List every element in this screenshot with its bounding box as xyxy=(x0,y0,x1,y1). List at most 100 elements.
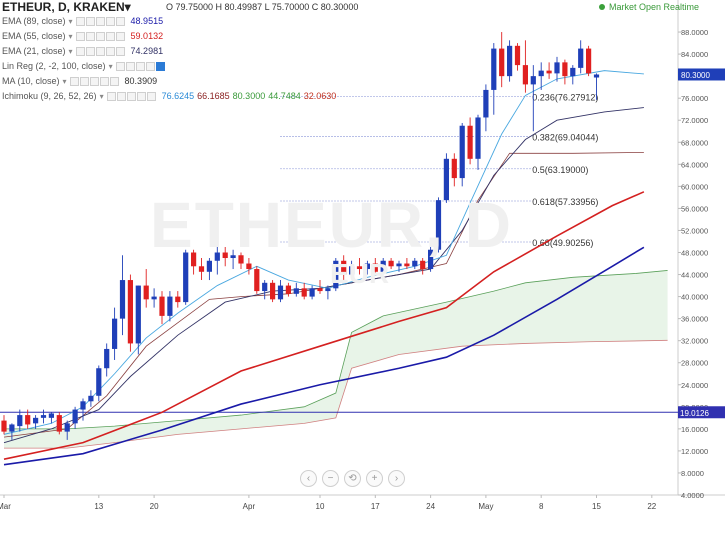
settings-icon[interactable] xyxy=(125,61,135,71)
candle-body xyxy=(17,415,23,427)
zoom-out-button[interactable]: − xyxy=(322,470,339,487)
indicator-row[interactable]: MA (10, close) ▾ 80.3909 xyxy=(2,74,160,88)
chevron-down-icon[interactable]: ▾ xyxy=(68,16,73,26)
more-icon[interactable] xyxy=(99,76,109,86)
candle-body xyxy=(554,62,560,74)
more-icon[interactable] xyxy=(145,61,155,71)
indicator-name: EMA (89, close) xyxy=(2,16,66,26)
eye-icon[interactable] xyxy=(106,91,116,101)
candle-body xyxy=(333,260,339,289)
candle-body xyxy=(230,255,236,259)
scroll-left-button[interactable]: ‹ xyxy=(300,470,317,487)
chevron-down-icon[interactable]: ▾ xyxy=(124,0,131,14)
settings-icon[interactable] xyxy=(79,76,89,86)
candle xyxy=(56,412,62,435)
support-label: 19.0126 xyxy=(680,409,709,418)
candle xyxy=(309,285,315,300)
indicator-row[interactable]: EMA (55, close) ▾ 59.0132 xyxy=(2,29,166,43)
candle xyxy=(372,258,378,275)
y-tick-label: 44.0000 xyxy=(681,271,708,280)
chevron-down-icon[interactable]: ▾ xyxy=(68,46,73,56)
candle-body xyxy=(349,266,355,275)
format-icon[interactable] xyxy=(155,61,165,71)
more-icon[interactable] xyxy=(105,31,115,41)
chevron-down-icon[interactable]: ▾ xyxy=(108,61,113,71)
candle xyxy=(9,423,15,440)
more-icon[interactable] xyxy=(105,46,115,56)
close-icon[interactable] xyxy=(135,61,145,71)
candle xyxy=(380,258,386,275)
format-icon[interactable] xyxy=(146,91,156,101)
chevron-down-icon[interactable]: ▾ xyxy=(99,91,104,101)
eye-icon[interactable] xyxy=(75,16,85,26)
eye-icon[interactable] xyxy=(75,31,85,41)
format-icon[interactable] xyxy=(109,76,119,86)
settings-icon[interactable] xyxy=(85,16,95,26)
eye-icon[interactable] xyxy=(115,61,125,71)
candle xyxy=(593,73,600,100)
close-icon[interactable] xyxy=(95,31,105,41)
candle-body xyxy=(112,318,118,349)
close-icon[interactable] xyxy=(95,46,105,56)
format-icon[interactable] xyxy=(115,31,125,41)
candle xyxy=(404,258,410,270)
format-icon[interactable] xyxy=(115,16,125,26)
indicator-row[interactable]: Ichimoku (9, 26, 52, 26) ▾ 76.6245 66.1685 8… xyxy=(2,89,339,103)
y-tick-label: 28.0000 xyxy=(681,359,708,368)
x-tick-label: 20 xyxy=(150,502,159,511)
fib-level-label: 0.236(76.27912) xyxy=(532,93,598,103)
candle xyxy=(238,252,244,270)
indicator-value: 76.6245 xyxy=(161,91,195,101)
eye-icon[interactable] xyxy=(75,46,85,56)
reset-button[interactable]: ⟲ xyxy=(344,470,361,487)
x-tick-label: 8 xyxy=(539,502,544,511)
candle xyxy=(325,285,331,300)
indicator-row[interactable]: Lin Reg (2, -2, 100, close) ▾ xyxy=(2,59,171,73)
candle xyxy=(514,43,521,71)
scroll-right-button[interactable]: › xyxy=(388,470,405,487)
close-icon[interactable] xyxy=(126,91,136,101)
settings-icon[interactable] xyxy=(85,31,95,41)
indicator-row[interactable]: EMA (21, close) ▾ 74.2981 xyxy=(2,44,166,58)
indicator-row[interactable]: EMA (89, close) ▾ 48.9515 xyxy=(2,14,166,28)
y-tick-label: 36.0000 xyxy=(681,315,708,324)
close-icon[interactable] xyxy=(95,16,105,26)
candle xyxy=(198,258,205,281)
more-icon[interactable] xyxy=(136,91,146,101)
close-icon[interactable] xyxy=(89,76,99,86)
candle-body xyxy=(167,296,173,316)
candle xyxy=(388,258,394,270)
candle xyxy=(17,409,23,432)
candle xyxy=(451,153,457,187)
candle-body xyxy=(214,252,220,261)
candle-body xyxy=(222,252,228,259)
zoom-in-button[interactable]: + xyxy=(366,470,383,487)
x-tick-label: 13 xyxy=(94,502,103,511)
candle-body xyxy=(341,260,347,275)
indicator-value: 74.2981 xyxy=(130,46,164,56)
eye-icon[interactable] xyxy=(69,76,79,86)
indicator-value: 44.7484 xyxy=(268,91,301,101)
more-icon[interactable] xyxy=(105,16,115,26)
settings-icon[interactable] xyxy=(85,46,95,56)
symbol-title[interactable]: ETHEUR, D, KRAKEN ▾ xyxy=(2,0,131,14)
chevron-down-icon[interactable]: ▾ xyxy=(68,31,73,41)
candle-body xyxy=(1,420,7,432)
candle xyxy=(301,282,307,300)
indicator-name: Lin Reg (2, -2, 100, close) xyxy=(2,61,106,71)
settings-icon[interactable] xyxy=(116,91,126,101)
candle xyxy=(112,307,118,360)
indicator-value: 59.0132 xyxy=(130,31,164,41)
candle-body xyxy=(135,285,141,344)
candle-body xyxy=(356,266,363,270)
indicator-buttons xyxy=(75,31,125,41)
candle xyxy=(356,258,363,275)
candle xyxy=(119,255,126,336)
fib-level-label: 0.5(63.19000) xyxy=(532,165,588,175)
candle-body xyxy=(435,200,442,250)
candle xyxy=(522,40,528,93)
format-icon[interactable] xyxy=(115,46,125,56)
chevron-down-icon[interactable]: ▾ xyxy=(62,76,67,86)
candle xyxy=(191,249,197,275)
